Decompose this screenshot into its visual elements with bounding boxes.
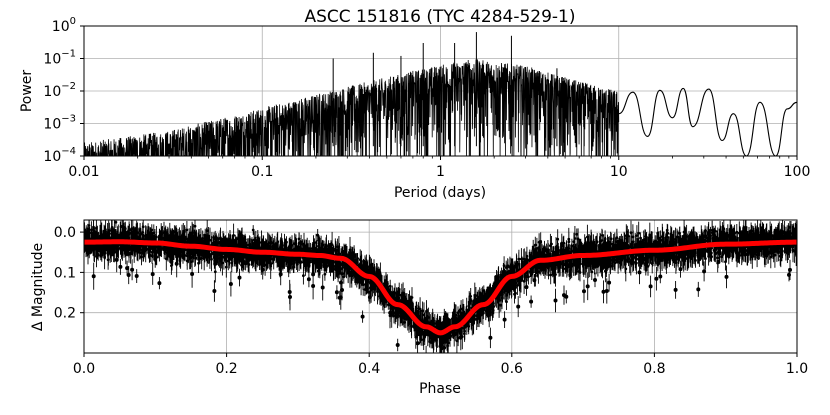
periodogram-y-ticks: 10−4 10−3 10−2 10−1 100 <box>43 16 84 165</box>
light-curve-y-ticks: 0.0 0.1 0.2 <box>54 225 84 322</box>
light-curve-x-tick-label: 0.0 <box>73 361 95 377</box>
light-curve-panel: 0.0 0.2 0.4 0.6 0.8 1.0 0.0 0.1 0.2 Phase Δ Mag… <box>30 219 808 397</box>
periodogram-y-tick-label: 100 <box>52 16 76 35</box>
periodogram-x-tick-label: 1 <box>436 164 445 180</box>
chart-title: ASCC 151816 (TYC 4284-529-1) <box>304 7 575 27</box>
periodogram-panel: ASCC 151816 (TYC 4284-529-1) 0.01 0.1 1 10 1… <box>19 7 810 201</box>
periodogram-long-period-line <box>618 87 797 156</box>
light-curve-x-tick-label: 0.2 <box>215 361 237 377</box>
periodogram-x-tick-label: 100 <box>784 164 811 180</box>
periodogram-y-tick-label: 10−4 <box>43 146 76 165</box>
light-curve-x-ticks: 0.0 0.2 0.4 0.6 0.8 1.0 <box>73 353 808 377</box>
light-curve-x-tick-label: 1.0 <box>786 361 808 377</box>
light-curve-y-tick-label: 0.0 <box>54 225 76 241</box>
light-curve-model <box>84 239 797 336</box>
periodogram-y-label: Power <box>19 70 35 113</box>
periodogram-x-tick-label: 0.01 <box>68 164 99 180</box>
light-curve-x-tick-label: 0.6 <box>501 361 523 377</box>
periodogram-y-tick-label: 10−1 <box>43 49 76 68</box>
light-curve-x-tick-label: 0.8 <box>643 361 665 377</box>
periodogram-x-tick-label: 10 <box>610 164 628 180</box>
periodogram-series <box>84 32 797 156</box>
periodogram-line <box>84 59 620 156</box>
light-curve-y-label: Δ Magnitude <box>30 243 46 331</box>
periodogram-y-tick-label: 10−3 <box>43 114 76 133</box>
light-curve-y-tick-label: 0.1 <box>54 265 76 281</box>
light-curve-x-tick-label: 0.4 <box>358 361 380 377</box>
light-curve-axes-frame <box>83 219 798 354</box>
light-curve-x-label: Phase <box>419 381 461 397</box>
light-curve-model-line <box>84 239 797 336</box>
periodogram-x-tick-label: 0.1 <box>251 164 273 180</box>
light-curve-y-tick-label: 0.2 <box>54 306 76 322</box>
periodogram-x-label: Period (days) <box>394 185 486 201</box>
periodogram-y-tick-label: 10−2 <box>43 81 76 100</box>
periodogram-x-ticks: 0.01 0.1 1 10 100 <box>68 156 810 180</box>
